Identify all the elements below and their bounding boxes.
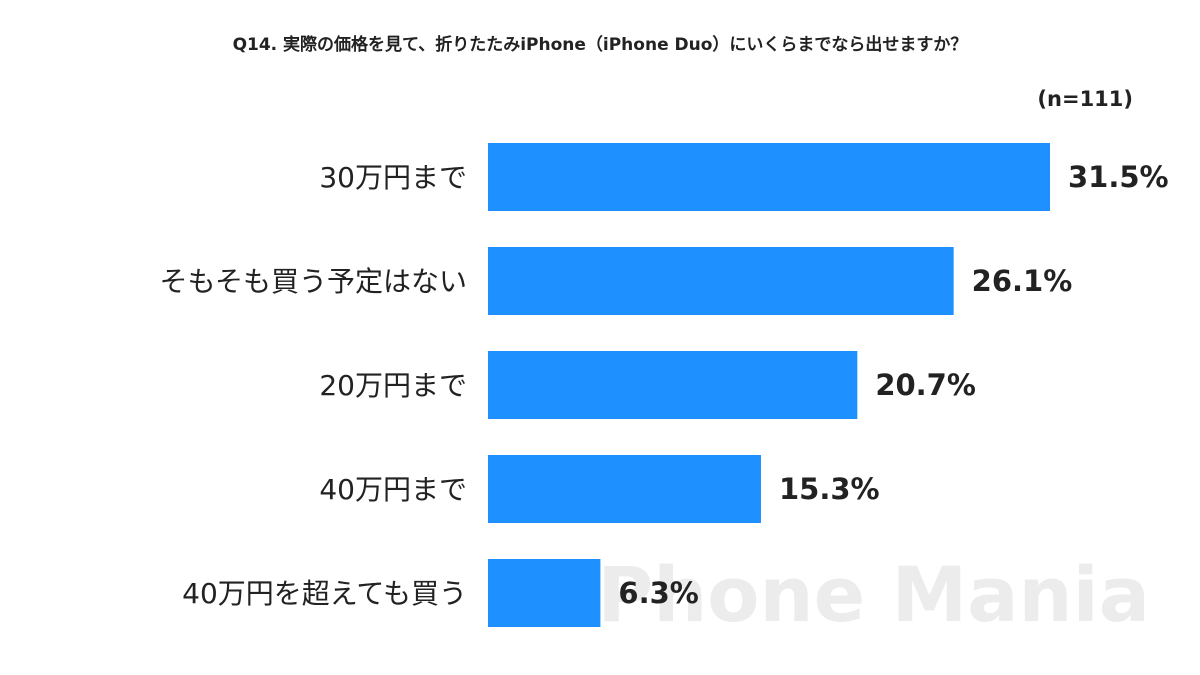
chart-title: Q14. 実際の価格を見て、折りたたみiPhone（iPhone Duo）にいく… <box>233 34 968 55</box>
category-label: 20万円まで <box>319 369 467 402</box>
category-label: そもそも買う予定はない <box>160 265 467 298</box>
value-label: 15.3% <box>779 472 880 506</box>
category-label: 40万円まで <box>319 473 467 506</box>
value-label: 20.7% <box>875 368 976 402</box>
value-label: 26.1% <box>972 264 1073 298</box>
category-label: 30万円まで <box>319 161 467 194</box>
bar <box>488 559 601 627</box>
category-label: 40万円を超えても買う <box>182 577 467 610</box>
watermark: iPhone Mania <box>571 550 1150 639</box>
sample-size: (n=111) <box>1037 87 1133 111</box>
bar <box>488 143 1050 211</box>
bar <box>488 351 858 419</box>
bar <box>488 247 954 315</box>
value-label: 31.5% <box>1068 160 1169 194</box>
bar <box>488 455 761 523</box>
value-label: 6.3% <box>618 576 698 610</box>
